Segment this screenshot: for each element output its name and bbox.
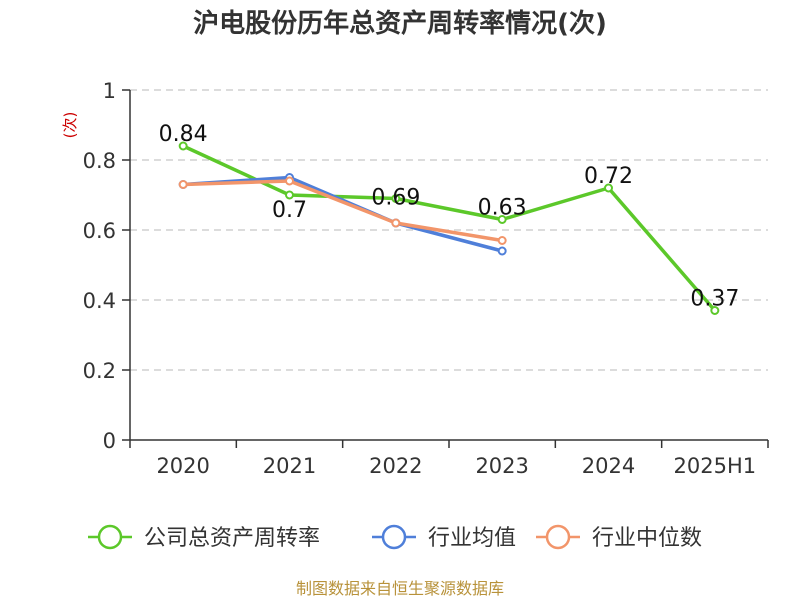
- y-tick-label: 1: [103, 79, 116, 103]
- axes: 0 0.2 0.4 0.6 0.8 1 2020 2021 2022 2023 2024 2025H1: [83, 79, 769, 478]
- data-point: [604, 183, 613, 193]
- data-point: [710, 306, 720, 315]
- y-tick-label: 0.2: [83, 359, 116, 383]
- chart-title: 沪电股份历年总资产周转率情况(次): [193, 8, 607, 39]
- series-line: [182, 144, 717, 312]
- data-point: [497, 246, 507, 256]
- data-label: 0.63: [478, 196, 527, 221]
- x-tick-label: 2025H1: [674, 454, 757, 478]
- legend-marker: [381, 524, 407, 550]
- x-tick-label: 2021: [263, 454, 316, 478]
- y-tick-label: 0.8: [83, 149, 116, 173]
- legend-label: 行业均值: [428, 526, 516, 551]
- y-axis-label: (次): [61, 112, 79, 139]
- data-label: 0.7: [272, 198, 307, 223]
- data-point: [391, 218, 401, 228]
- x-tick-label: 2022: [369, 454, 422, 478]
- source-note: 制图数据来自恒生聚源数据库: [296, 579, 504, 598]
- data-point: [497, 215, 507, 224]
- legend-marker: [97, 524, 123, 550]
- x-tick-label: 2024: [582, 454, 635, 478]
- data-point: [178, 180, 188, 189]
- data-point: [391, 194, 401, 203]
- legend: 公司总资产周转率 行业均值 行业中位数: [88, 524, 702, 551]
- series-line: [183, 175, 503, 253]
- data-point: [497, 236, 507, 245]
- x-tick-label: 2023: [475, 454, 528, 478]
- x-tick-label: 2020: [156, 454, 209, 478]
- series-lines: [178, 141, 720, 315]
- series-line: [183, 179, 503, 243]
- data-label: 0.37: [690, 287, 739, 312]
- data-label: 0.84: [159, 122, 208, 147]
- data-point: [285, 190, 294, 200]
- data-label: 0.69: [371, 186, 420, 211]
- data-labels: 0.84 0.7 0.69 0.63 0.72 0.37: [159, 122, 740, 312]
- legend-label: 公司总资产周转率: [144, 526, 320, 551]
- data-point: [285, 176, 294, 186]
- y-tick-label: 0.4: [83, 289, 116, 313]
- legend-label: 行业中位数: [592, 526, 702, 551]
- y-tick-label: 0: [103, 429, 116, 453]
- legend-marker: [545, 524, 571, 550]
- data-point: [178, 141, 188, 151]
- data-label: 0.72: [584, 164, 633, 189]
- y-tick-label: 0.6: [83, 219, 116, 243]
